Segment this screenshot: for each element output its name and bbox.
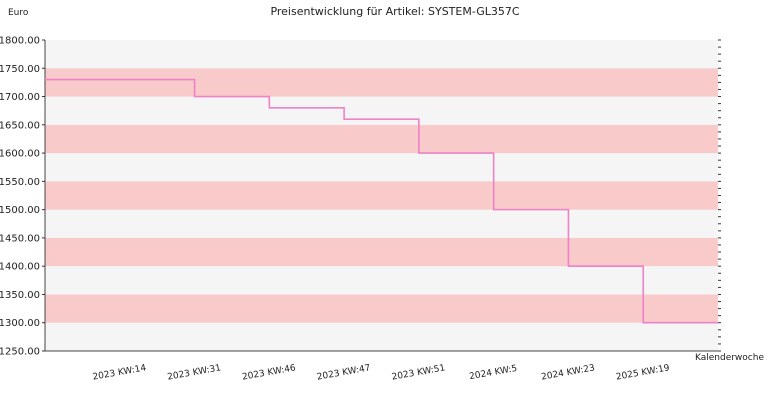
y-tick-label: 1400.00 xyxy=(0,262,40,273)
grid-band xyxy=(45,40,718,69)
x-tick-label: 2025 KW:19 xyxy=(615,363,670,382)
y-tick-label: 1250.00 xyxy=(0,347,40,358)
x-axis-label: Kalenderwoche xyxy=(695,353,764,363)
grid-band xyxy=(45,153,718,182)
x-tick-label: 2024 KW:23 xyxy=(541,363,596,382)
grid-band xyxy=(45,209,718,238)
x-tick-label: 2023 KW:46 xyxy=(241,363,296,382)
series-line-price xyxy=(45,78,718,324)
y-tick-label: 1800.00 xyxy=(0,36,40,47)
y-tick-label: 1450.00 xyxy=(0,233,40,244)
y-tick-label: 1750.00 xyxy=(0,64,40,75)
grid-band xyxy=(45,124,718,154)
x-tick-label: 2023 KW:14 xyxy=(92,363,147,382)
x-tick-label: 2023 KW:31 xyxy=(167,363,222,382)
y-tick-label: 1650.00 xyxy=(0,120,40,131)
y-tick-label: 1700.00 xyxy=(0,92,40,103)
chart-axes xyxy=(44,39,721,352)
y-tick-label: 1550.00 xyxy=(0,177,40,188)
x-tick-label: 2024 KW:5 xyxy=(469,364,518,382)
y-axis-label: Euro xyxy=(8,8,29,18)
grid-band xyxy=(45,294,718,323)
y-axis-ticks: 1800.00 1750.00 1700.00 1650.00 1600.00 1550.… xyxy=(0,36,45,358)
y-tick-label: 1350.00 xyxy=(0,290,40,301)
grid-band xyxy=(45,237,718,267)
y-tick-label: 1300.00 xyxy=(0,318,40,329)
x-axis-ticks: 2023 KW:14 2023 KW:31 2023 KW:46 2023 KW:47… xyxy=(92,363,671,382)
x-tick-label: 2023 KW:47 xyxy=(316,363,371,382)
chart-title: Preisentwicklung für Artikel: SYSTEM-GL3… xyxy=(270,5,519,18)
grid-band xyxy=(45,68,718,97)
y-tick-label: 1600.00 xyxy=(0,149,40,160)
chart-background-bands xyxy=(45,40,718,351)
y-tick-label: 1500.00 xyxy=(0,205,40,216)
grid-band xyxy=(45,96,718,125)
grid-band xyxy=(45,266,718,295)
grid-band xyxy=(45,322,718,351)
grid-band xyxy=(45,181,718,210)
x-tick-label: 2023 KW:51 xyxy=(391,363,446,382)
